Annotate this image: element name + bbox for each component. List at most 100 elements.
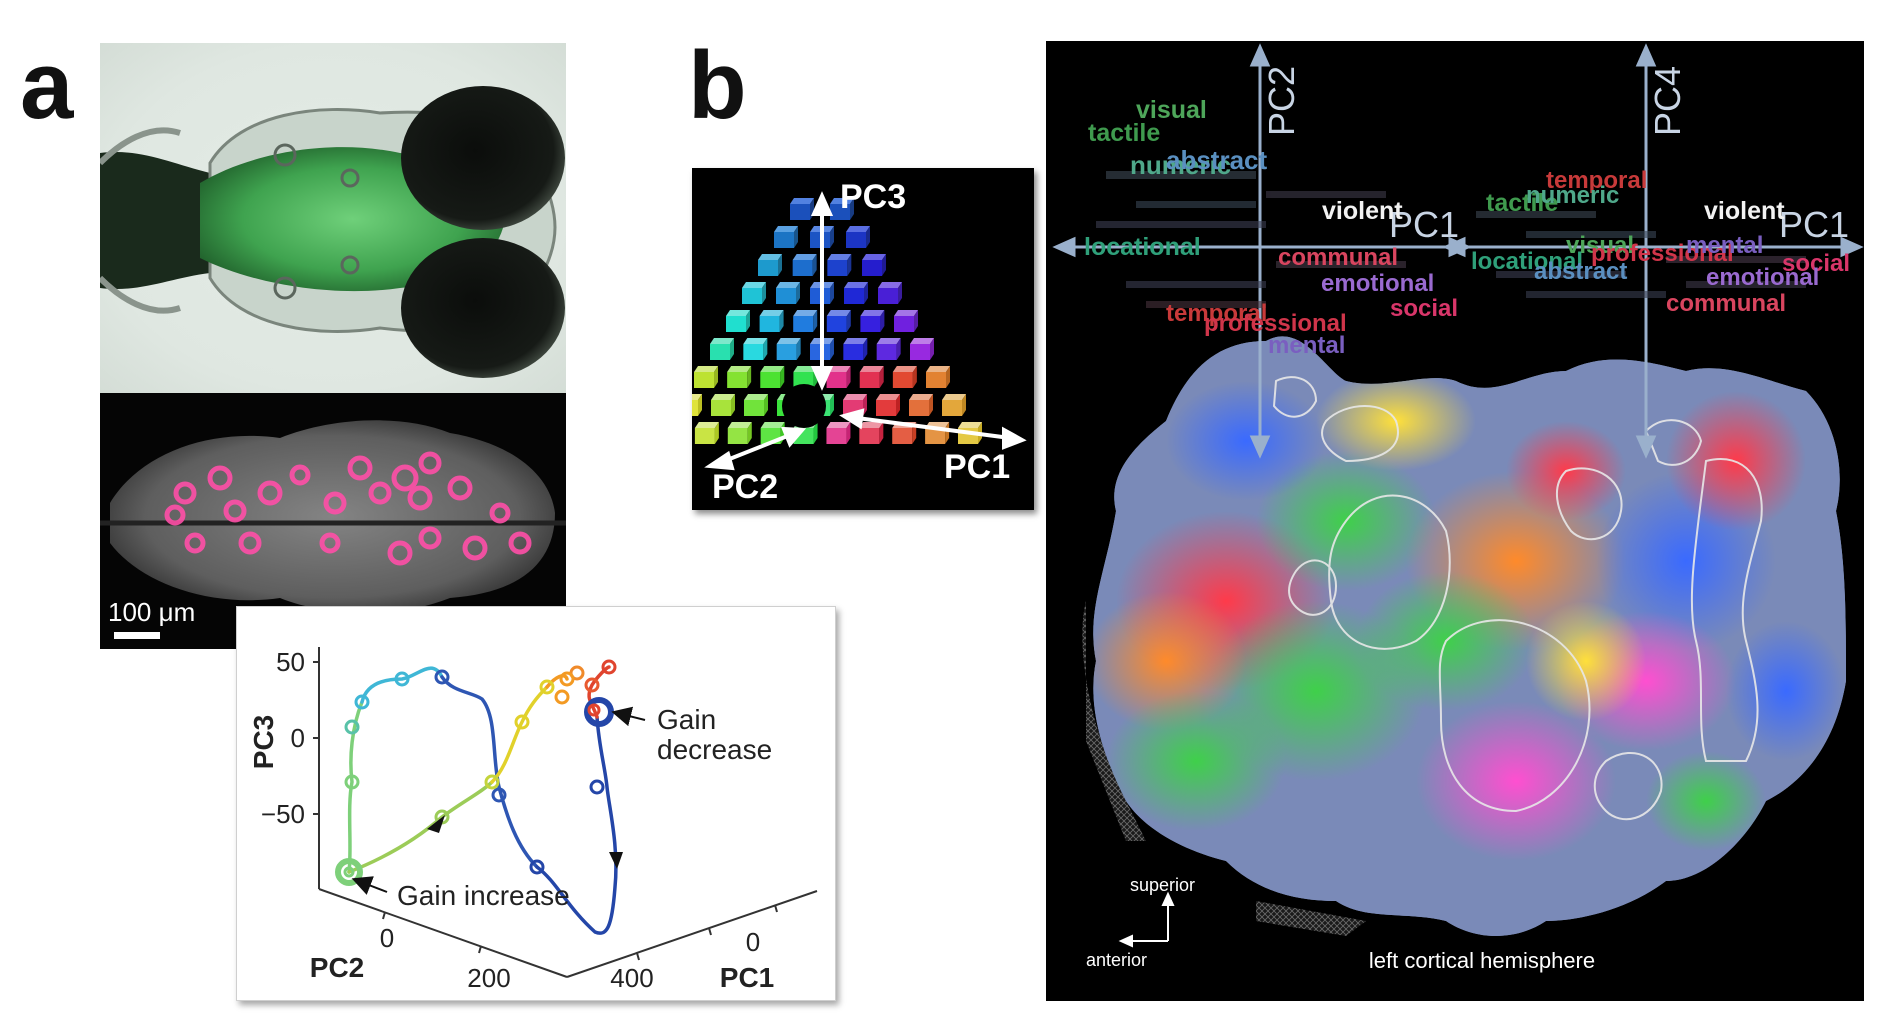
cube-voxel (711, 394, 735, 416)
cube-voxel (859, 366, 884, 388)
zebrafish-fluorescence-image (100, 393, 566, 649)
word-numeric-right: numeric (1526, 182, 1619, 209)
trajectory-axes (313, 647, 818, 978)
axis-label-pc2: PC2 (1261, 66, 1302, 136)
word-temporal: temporal (1166, 300, 1267, 327)
word-locational: locational (1084, 233, 1201, 261)
pca-trajectory-plot: 50 0 −50 0 200 400 0 PC3 PC2 PC1 (236, 606, 836, 1001)
trajectory-markers (335, 659, 617, 886)
cube-voxel (694, 422, 719, 444)
word-cloud-left: visual tactile numeric abstract violent … (1084, 96, 1458, 359)
word-professional-right: professional (1591, 240, 1734, 267)
cortical-semantic-map: PC2 PC4 PC1 PC1 visual tactile numeric a… (1046, 41, 1864, 1001)
cube-voxel (792, 254, 817, 276)
cube-label-pc3: PC3 (840, 178, 906, 216)
cube-voxel (793, 310, 818, 332)
cube-voxel (826, 310, 851, 332)
cube-voxel (694, 366, 718, 388)
word-tactile: tactile (1088, 119, 1160, 147)
word-social-right: social (1782, 250, 1850, 277)
word-social: social (1390, 295, 1458, 322)
cube-voxel (843, 338, 868, 360)
axis-label-pc1-right: PC1 (1779, 204, 1849, 245)
pc3-tick-0: 0 (291, 723, 305, 753)
cube-voxel (910, 338, 934, 360)
cube-voxel (776, 282, 800, 304)
cube-voxel (860, 310, 885, 332)
cube-voxel (878, 282, 902, 304)
cube-voxel (774, 226, 798, 248)
cortex-color-map (1093, 336, 1846, 936)
pc1-tick-0: 0 (746, 927, 760, 957)
cube-voxel (776, 338, 801, 360)
word-violent: violent (1322, 197, 1403, 225)
orientation-arrows (1118, 891, 1175, 948)
cube-voxel (846, 226, 870, 248)
cube-label-pc2: PC2 (712, 468, 778, 506)
cube-voxels (692, 198, 982, 444)
cube-voxel (876, 394, 900, 416)
word-visual-right: visual (1566, 232, 1634, 259)
cube-voxel (926, 366, 950, 388)
word-violent-right: violent (1704, 197, 1785, 225)
cube-voxel (760, 366, 785, 388)
cube-voxel (727, 366, 752, 388)
axis-label-pc2: PC2 (310, 952, 364, 983)
panel-letter-a: a (20, 32, 74, 139)
cube-voxel (844, 282, 868, 304)
cube-voxel (759, 310, 784, 332)
pc3-tick-minus50: −50 (261, 799, 305, 829)
cube-voxel (876, 338, 901, 360)
word-abstract: abstract (1166, 145, 1267, 175)
cube-voxel (727, 422, 752, 444)
pc3-tick-50: 50 (276, 647, 305, 677)
pc1-tick-400: 400 (610, 963, 653, 993)
cube-voxel (892, 366, 917, 388)
axis-label-pc3: PC3 (248, 715, 279, 769)
word-cloud-minor-words (1096, 171, 1806, 308)
annotation-gain-decrease-line2: decrease (657, 734, 772, 765)
cube-voxel (742, 282, 766, 304)
pc2-tick-0: 0 (380, 923, 394, 953)
cube-voxel (894, 310, 918, 332)
cube-voxel (826, 422, 851, 444)
cube-voxel (710, 338, 734, 360)
pc2-tick-200: 200 (467, 963, 510, 993)
word-tactile-right: tactile (1486, 189, 1558, 217)
panel-letter-b: b (688, 32, 747, 139)
word-mental: mental (1268, 332, 1345, 359)
cube-voxel (909, 394, 933, 416)
cube-voxel (942, 394, 966, 416)
cube-voxel (827, 254, 852, 276)
orientation-superior: superior (1130, 875, 1195, 895)
word-cloud-right: temporal tactile numeric violent visual … (1471, 167, 1850, 317)
cube-voxel (758, 254, 782, 276)
word-communal-right: communal (1666, 290, 1786, 317)
orientation-anterior: anterior (1086, 950, 1147, 970)
cube-voxel (830, 198, 854, 220)
cube-voxel (925, 422, 950, 444)
cube-voxel (790, 198, 814, 220)
scale-bar-label: 100 μm (108, 597, 196, 627)
zebrafish-brightfield-image (100, 43, 566, 393)
word-visual: visual (1136, 96, 1207, 124)
cube-voxel (743, 338, 768, 360)
pc-axes-horizontal (1052, 236, 1864, 258)
word-locational-right: locational (1471, 248, 1583, 275)
roi-outlines (1272, 376, 1763, 821)
word-abstract-right: abstract (1534, 258, 1627, 285)
cube-label-pc1: PC1 (944, 448, 1010, 486)
cube-voxel (859, 422, 884, 444)
word-emotional-right: emotional (1706, 264, 1819, 291)
cube-voxel (826, 366, 851, 388)
cube-voxel (726, 310, 750, 332)
cube-voxel (862, 254, 886, 276)
word-temporal-right: temporal (1546, 167, 1647, 194)
axis-label-pc1-left: PC1 (1389, 204, 1459, 245)
pc-axes-vertical (1249, 43, 1657, 459)
word-emotional: emotional (1321, 270, 1434, 297)
word-communal: communal (1278, 244, 1398, 271)
axis-label-pc4: PC4 (1647, 66, 1688, 136)
word-professional: professional (1204, 310, 1347, 337)
scale-bar (114, 632, 160, 639)
